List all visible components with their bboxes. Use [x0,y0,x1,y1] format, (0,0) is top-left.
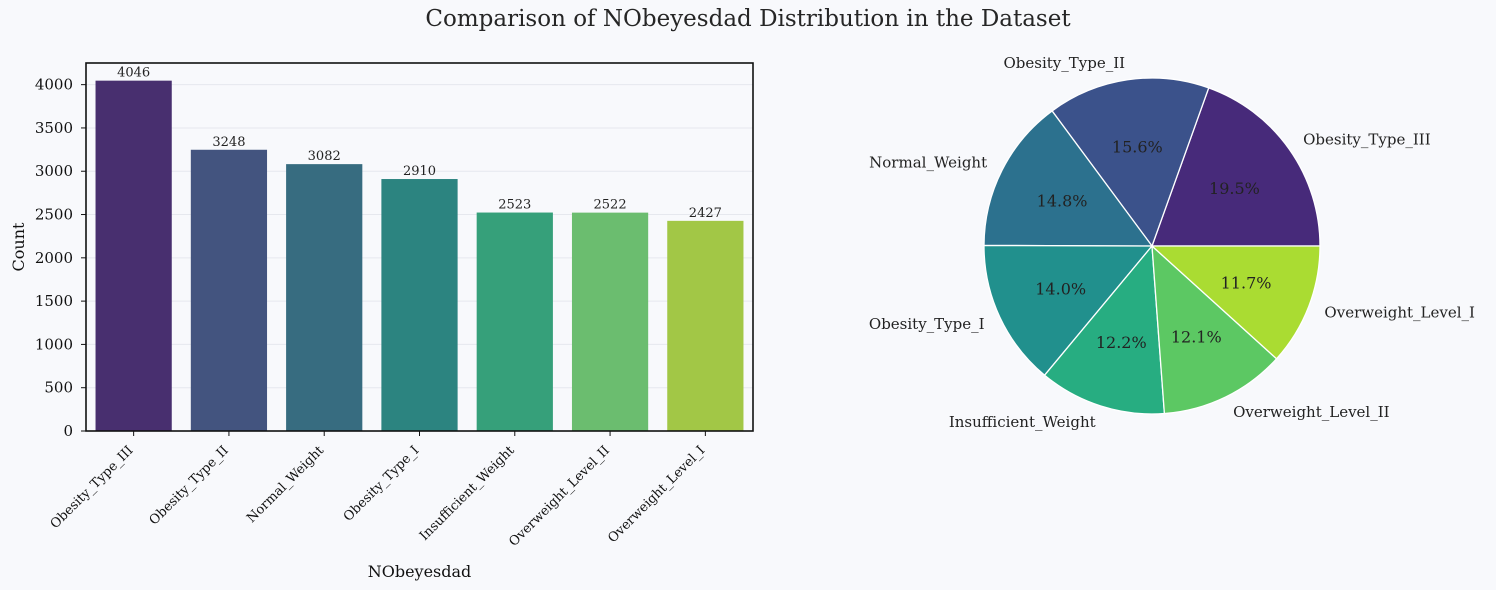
x-tick-label: Obesity_Type_I [341,443,422,524]
y-tick-label: 1000 [35,335,73,353]
bar-data-label: 2523 [498,198,531,213]
pie-slice [1051,77,1210,248]
pie-category-label: Obesity_Type_II [1003,54,1125,72]
bar [667,220,744,431]
pie-category-label: Obesity_Type_III [1303,131,1431,149]
pie-slice [1151,244,1278,415]
pie-pct-label: 14.0% [1035,280,1086,299]
bar [95,80,172,431]
y-tick-label: 2000 [35,249,73,267]
y-tick-label: 0 [63,422,73,440]
pie-category-label: Normal_Weight [869,154,987,172]
pie-pct-label: 11.7% [1221,273,1272,292]
bar [381,179,458,431]
bar-data-label: 2427 [689,206,722,221]
pie-pct-label: 19.5% [1209,179,1260,198]
bar [286,164,363,431]
bar [571,212,649,431]
pie-pct-label: 14.8% [1037,191,1088,210]
x-tick-label: Overweight_Level_I [605,443,708,546]
bar-data-label: 3248 [212,135,245,150]
pie-slice [1151,87,1321,247]
pie-category-label: Overweight_Level_II [1233,403,1390,421]
pie-slice [1043,244,1166,415]
bar-data-label: 4046 [117,66,150,81]
x-tick-label: Obesity_Type_II [147,443,232,528]
y-tick-label: 3000 [35,162,73,180]
pie-slice [983,110,1154,247]
x-axis-label: NObeyesdad [368,562,472,581]
pie-category-label: Insufficient_Weight [949,413,1096,431]
y-tick-label: 2500 [35,206,73,224]
pie-pct-label: 15.6% [1112,137,1163,156]
pie-slice [983,244,1154,377]
y-tick-label: 1500 [35,292,73,310]
pie-category-label: Obesity_Type_I [869,315,985,333]
bar-data-label: 2910 [403,164,436,179]
pie-slice [1150,245,1321,360]
pie-category-label: Overweight_Level_I [1324,303,1475,321]
y-tick-label: 4000 [35,76,73,94]
pie-chart: 19.5% Obesity_Type_III 15.6% Obesity_Type_I… [869,54,1475,431]
x-tick-label: Obesity_Type_III [48,443,137,532]
bar [190,149,268,431]
y-tick-label: 500 [44,379,73,397]
x-tick-label: Overweight_Level_II [506,443,612,549]
bar-data-label: 3082 [308,149,341,164]
y-axis-label: Count [9,222,28,271]
bar [476,212,553,431]
y-tick-label: 3500 [35,119,73,137]
pie-pct-label: 12.2% [1096,333,1147,352]
x-tick-label: Insufficient_Weight [417,443,518,544]
bar-data-label: 2522 [594,198,627,213]
pie-pct-label: 12.1% [1171,328,1222,347]
bar-chart: 4046 3248 3082 2910 2523 2522 2427 0 500 1000 1500… [9,62,754,581]
figure-title: Comparison of NObeyesdad Distribution in… [425,6,1071,32]
x-tick-label: Normal_Weight [244,443,327,526]
